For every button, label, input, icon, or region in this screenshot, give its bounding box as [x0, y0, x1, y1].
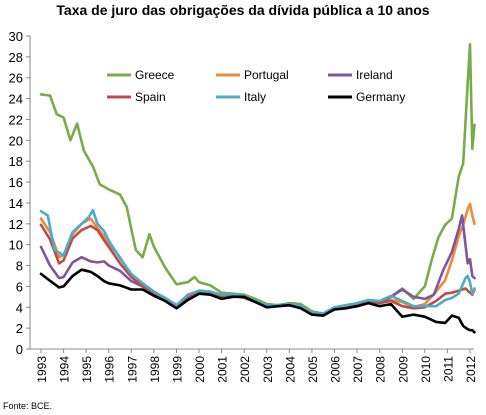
x-tick-label: 1999	[170, 356, 184, 383]
legend-label-greece: Greece	[135, 68, 175, 82]
x-tick-label: 2012	[464, 356, 478, 383]
series-line-portugal	[39, 202, 476, 316]
x-tick-label: 2005	[306, 356, 320, 383]
y-tick-label: 24	[9, 92, 23, 107]
y-tick-label: 8	[16, 259, 23, 274]
y-tick-label: 28	[9, 50, 23, 65]
series-line-italy	[39, 208, 476, 315]
x-tick-label: 2006	[329, 356, 343, 383]
x-tick-label: 1993	[35, 356, 49, 383]
x-tick-label: 1995	[80, 356, 94, 383]
series-line-germany	[39, 268, 476, 334]
x-tick-label: 2000	[193, 356, 207, 383]
source-note: Fonte: BCE.	[3, 401, 53, 411]
y-tick-label: 0	[16, 342, 23, 357]
series-line-greece	[39, 43, 476, 315]
y-tick-label: 20	[9, 133, 23, 148]
y-tick-label: 12	[9, 217, 23, 232]
chart-title: Taxa de juro das obrigações da dívida pú…	[56, 2, 430, 18]
legend-label-portugal: Portugal	[244, 68, 289, 82]
x-tick-label: 1996	[103, 356, 117, 383]
y-tick-label: 18	[9, 154, 23, 169]
x-tick-label: 2008	[374, 356, 388, 383]
x-tick-label: 1994	[58, 356, 72, 383]
legend-label-ireland: Ireland	[356, 68, 393, 82]
x-tick-label: 2010	[419, 356, 433, 383]
legend-label-germany: Germany	[356, 90, 405, 104]
legend-label-spain: Spain	[135, 90, 166, 104]
x-tick-label: 1997	[125, 356, 139, 383]
y-tick-label: 16	[9, 175, 23, 190]
x-tick-label: 2003	[261, 356, 275, 383]
legend-label-italy: Italy	[244, 90, 266, 104]
y-tick-label: 26	[9, 71, 23, 86]
x-tick-label: 2007	[351, 356, 365, 383]
x-tick-label: 2009	[396, 356, 410, 383]
y-tick-label: 10	[9, 238, 23, 253]
y-tick-label: 14	[9, 196, 23, 211]
x-tick-label: 2001	[216, 356, 230, 383]
y-tick-label: 2	[16, 321, 23, 336]
x-tick-label: 1998	[148, 356, 162, 383]
x-tick-label: 2011	[441, 356, 455, 382]
x-tick-label: 2004	[283, 356, 297, 383]
y-tick-label: 6	[16, 279, 23, 294]
x-tick-label: 2002	[238, 356, 252, 383]
y-tick-label: 22	[9, 112, 23, 127]
y-tick-label: 4	[16, 300, 23, 315]
y-tick-label: 30	[9, 29, 23, 44]
